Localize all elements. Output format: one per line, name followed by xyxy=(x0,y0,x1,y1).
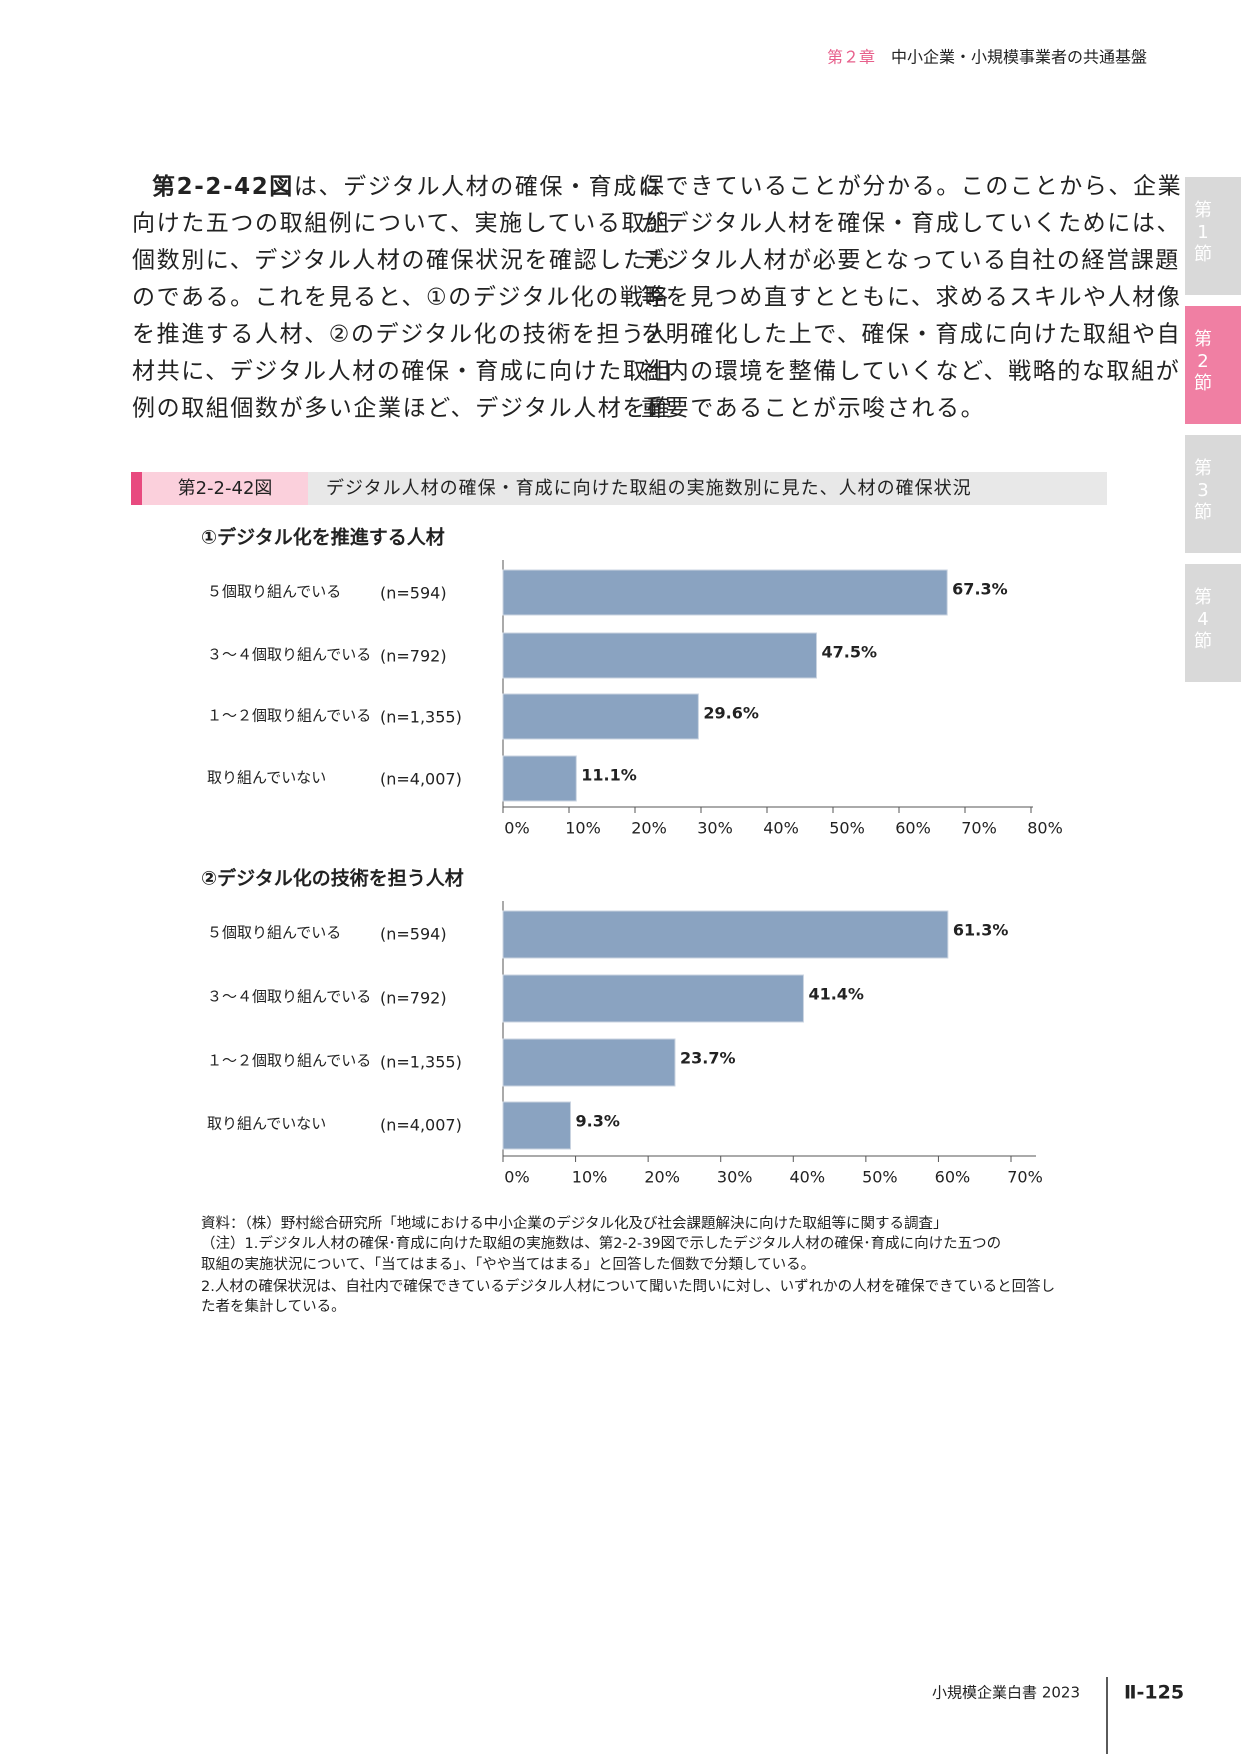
note-line: 取組の実施状況について、「当てはまる」、「やや当てはまる」と回答した個数で分類し… xyxy=(201,1256,815,1273)
value-label: 11.1% xyxy=(581,766,637,785)
section-tab xyxy=(1185,435,1241,553)
category-label: ５個取り組んでいる xyxy=(207,583,341,601)
x-tick-label: 70% xyxy=(961,819,997,838)
body-line: 向けた五つの取組例について、実施している取組 xyxy=(132,211,671,237)
value-label: 67.3% xyxy=(952,580,1008,599)
x-tick-label: 0% xyxy=(504,819,529,838)
bar xyxy=(502,974,804,1023)
n-label: (n=594) xyxy=(380,584,447,603)
category-label: ３～４個取り組んでいる xyxy=(207,646,371,664)
n-label: (n=792) xyxy=(380,647,447,666)
section-tab-label: 第 xyxy=(1194,200,1212,221)
body-line: 個数別に、デジタル人材の確保状況を確認したも xyxy=(132,248,672,274)
section-tab-label: 第 xyxy=(1194,458,1212,479)
body-line: を明確化した上で、確保・育成に向けた取組や自 xyxy=(641,322,1181,348)
x-tick-label: 20% xyxy=(631,819,667,838)
x-tick-label: 60% xyxy=(895,819,931,838)
x-tick-label: 80% xyxy=(1027,819,1063,838)
category-label: 取り組んでいない xyxy=(207,769,326,787)
n-label: (n=594) xyxy=(380,925,447,944)
footer-book: 小規模企業白書 2023 xyxy=(932,1684,1080,1702)
body-line: 材共に、デジタル人材の確保・育成に向けた取組 xyxy=(132,359,672,385)
category-label: ３～４個取り組んでいる xyxy=(207,988,371,1006)
note-line: 2.人材の確保状況は、自社内で確保できているデジタル人材について聞いた問いに対し… xyxy=(201,1277,1055,1295)
value-label: 23.7% xyxy=(680,1049,736,1068)
body-line: 例の取組個数が多い企業ほど、デジタル人材を確 xyxy=(132,396,672,422)
x-tick-label: 0% xyxy=(504,1168,529,1187)
body-line: を推進する人材、②のデジタル化の技術を担う人 xyxy=(132,322,670,348)
note-line: た者を集計している。 xyxy=(201,1298,346,1315)
category-label: １～２個取り組んでいる xyxy=(207,1052,371,1070)
section-tab-label: 3 xyxy=(1197,480,1208,501)
body-line: デジタル人材が必要となっている自社の経営課題 xyxy=(641,248,1180,274)
value-label: 41.4% xyxy=(808,985,864,1004)
x-tick-label: 10% xyxy=(565,819,601,838)
category-label: 取り組んでいない xyxy=(207,1115,326,1133)
x-tick-label: 50% xyxy=(862,1168,898,1187)
body-line: 保できていることが分かる。このことから、企業 xyxy=(641,174,1182,200)
body-line: 社内の環境を整備していくなど、戦略的な取組が xyxy=(641,359,1180,385)
bar xyxy=(502,632,817,679)
value-label: 29.6% xyxy=(703,704,759,723)
body-text: は、デジタル人材の確保・育成に xyxy=(294,174,663,200)
bar xyxy=(502,693,699,740)
body-line: 等を見つめ直すとともに、求めるスキルや人材像 xyxy=(641,285,1182,311)
figure-stripe xyxy=(131,472,142,505)
bar xyxy=(502,755,577,802)
value-label: 61.3% xyxy=(953,921,1009,940)
section-tab-label: 4 xyxy=(1197,609,1208,630)
value-label: 9.3% xyxy=(575,1112,619,1131)
x-tick-label: 60% xyxy=(935,1168,971,1187)
value-label: 47.5% xyxy=(822,643,878,662)
x-tick-label: 70% xyxy=(1007,1168,1043,1187)
note-line: （注）1.デジタル人材の確保･育成に向けた取組の実施数は、第2-2-39図で示し… xyxy=(201,1234,1001,1252)
x-tick-label: 20% xyxy=(644,1168,680,1187)
figure-label: 第2-2-42図 xyxy=(178,478,273,499)
body-line: 重要であることが示唆される。 xyxy=(641,396,985,422)
category-label: ５個取り組んでいる xyxy=(207,924,341,942)
note-line: 資料：（株）野村総合研究所「地域における中小企業のデジタル化及び社会課題解決に向… xyxy=(201,1214,947,1232)
category-label: １～２個取り組んでいる xyxy=(207,707,371,725)
n-label: (n=4,007) xyxy=(380,1116,462,1135)
page-number: Ⅱ-125 xyxy=(1124,1682,1184,1704)
section-tab-label: 節 xyxy=(1194,502,1212,523)
chart-title: ①デジタル化を推進する人材 xyxy=(201,526,445,549)
chart-title: ②デジタル化の技術を担う人材 xyxy=(201,867,464,890)
bar xyxy=(502,910,949,959)
n-label: (n=792) xyxy=(380,989,447,1008)
section-tab xyxy=(1185,177,1241,295)
bar xyxy=(502,1101,571,1150)
x-tick-label: 10% xyxy=(572,1168,608,1187)
body-line: がデジタル人材を確保・育成していくためには、 xyxy=(641,211,1181,237)
x-tick-label: 30% xyxy=(697,819,733,838)
section-tab-label: 節 xyxy=(1194,244,1212,265)
chapter-title: 中小企業・小規模事業者の共通基盤 xyxy=(891,48,1147,67)
n-label: (n=1,355) xyxy=(380,1053,462,1072)
n-label: (n=4,007) xyxy=(380,770,462,789)
n-label: (n=1,355) xyxy=(380,708,462,727)
bar xyxy=(502,1038,676,1087)
body-line: のである。これを見ると、①のデジタル化の戦略 xyxy=(132,285,669,311)
figure-label-box xyxy=(142,472,308,505)
section-tab xyxy=(1185,306,1241,424)
section-tab-label: 第 xyxy=(1194,329,1212,350)
section-tab-label: 第 xyxy=(1194,587,1212,608)
section-tab-label: 1 xyxy=(1197,222,1208,243)
section-tab-label: 節 xyxy=(1194,631,1212,652)
bar xyxy=(502,569,948,616)
figure-title: デジタル人材の確保・育成に向けた取組の実施数別に見た、人材の確保状況 xyxy=(326,478,972,499)
x-tick-label: 40% xyxy=(790,1168,826,1187)
x-tick-label: 50% xyxy=(829,819,865,838)
body-ref: 第2-2-42図 xyxy=(152,173,294,200)
x-tick-label: 30% xyxy=(717,1168,753,1187)
section-tab-label: 2 xyxy=(1197,351,1208,372)
chapter-label: 第２章 xyxy=(827,48,875,67)
x-tick-label: 40% xyxy=(763,819,799,838)
section-tab-label: 節 xyxy=(1194,373,1212,394)
section-tab xyxy=(1185,564,1241,682)
body-line: 第2-2-42図は、デジタル人材の確保・育成に xyxy=(152,173,662,200)
